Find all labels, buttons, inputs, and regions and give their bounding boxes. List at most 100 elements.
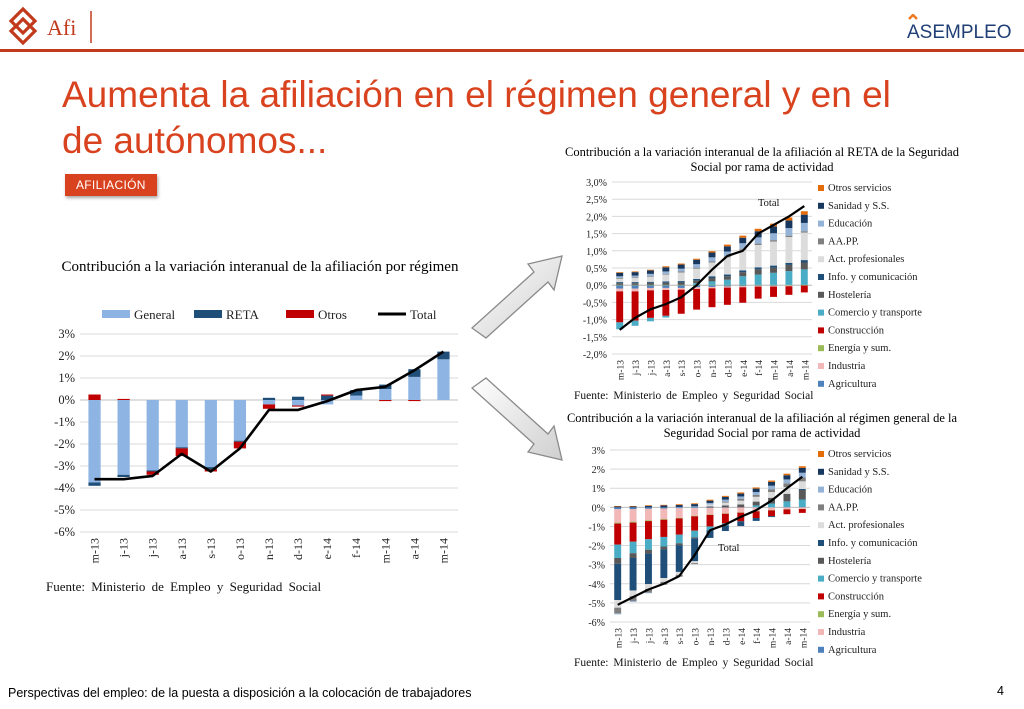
chart3-bar-construcci-n [629, 522, 637, 542]
chart2-ytick-label: -2,0% [583, 350, 607, 361]
chart1-ytick-label: -3% [54, 459, 75, 473]
chart2-bar-agricultura [708, 285, 716, 287]
chart3-bar-industria [783, 507, 791, 510]
chart3-xtick-label: o-13 [692, 628, 702, 646]
chart2-ytick-label: 3,0% [586, 178, 607, 189]
chart3-legend-label: Educación [828, 485, 873, 496]
chart2-bar-comercio-y-transporte [662, 315, 670, 318]
chart1-bar-general [379, 389, 392, 400]
chart2-bar-otros-servicios [647, 269, 654, 271]
chart3-bar-energ-a-y-sum- [721, 513, 729, 514]
chart2-xtick-label: a-14 [786, 360, 796, 377]
chart1-ytick-label: -5% [54, 503, 75, 517]
chart3-legend-label: AA.PP. [828, 502, 859, 513]
chart2-bar-info-y-comunicaci-n [785, 262, 793, 265]
chart3-general: 3% 2% 1% 0% -1% -2% -3% -4% -5% -6% m-13 j-13 j-13 a-… [588, 446, 922, 656]
chart2-xtick-label: d-13 [724, 360, 734, 378]
chart1-ytick-label: -4% [54, 481, 75, 495]
chart3-ytick-label: 1% [592, 484, 605, 495]
chart3-bar-educaci-n [783, 479, 791, 484]
chart2-bar-act-profesionales [754, 244, 762, 268]
chart1-ytick-label: 3% [58, 327, 75, 341]
chart3-bar-comercio-y-transporte [645, 539, 652, 550]
chart3-bar-act-profesionales [675, 571, 683, 575]
chart2-bar-agricultura [723, 285, 731, 287]
chart2-bar-comercio-y-transporte [754, 274, 762, 285]
chart2-bar-info-y-comunicaci-n [616, 282, 624, 284]
chart1-bar-general [262, 400, 276, 405]
chart1-bar-otros [321, 394, 334, 396]
chart3-bar-industria [721, 507, 729, 514]
chart2-bar-comercio-y-transporte [739, 276, 747, 285]
chart3-bar-aa-pp- [691, 563, 699, 565]
chart3-bar-industria [798, 507, 806, 509]
chart3-ytick-label: 0% [592, 503, 605, 514]
chart2-bar-educaci-n [708, 257, 716, 262]
chart2-bar-hosteler-a [800, 262, 808, 270]
chart3-bar-act-profesionales [737, 500, 745, 505]
chart3-bar-sanidad-y-s-s- [768, 481, 775, 486]
chart2-bar-construcci-n [677, 289, 685, 314]
chart3-bar-agricultura [675, 507, 683, 509]
chart3-ytick-label: -3% [588, 561, 605, 572]
chart3-bar-comercio-y-transporte [691, 530, 699, 538]
chart3-bar-act-profesionales [706, 504, 714, 507]
chart2-xtick-label: j-13 [632, 360, 642, 377]
chart3-bar-industria [691, 508, 699, 516]
chart2-ytick-label: 2,0% [586, 212, 607, 223]
chart2-bar-industria [785, 285, 793, 287]
chart3-total-annotation: Total [718, 543, 740, 554]
chart3-bar-energ-a-y-sum- [645, 520, 652, 522]
chart2-legend-label: Sanidad y S.S. [828, 201, 889, 212]
chart2-bar-energ-a-y-sum- [770, 284, 777, 286]
chart3-bar-info-y-comunicaci-n [660, 549, 668, 579]
chart3-bar-agricultura [645, 507, 652, 509]
chart3-bar-comercio-y-transporte [629, 541, 637, 554]
chart3-bar-comercio-y-transporte [675, 534, 683, 544]
chart1-ytick-label: -1% [54, 415, 75, 429]
chart3-bar-aa-pp- [798, 477, 806, 482]
chart2-bar-agricultura [631, 285, 639, 289]
chart2-bar-comercio-y-transporte [647, 317, 654, 322]
chart2-bar-comercio-y-transporte [723, 279, 731, 285]
chart1-xtick-label: a-13 [175, 538, 189, 559]
chart2-bar-energ-a-y-sum- [647, 284, 654, 286]
chart2-bar-info-y-comunicaci-n [647, 281, 654, 283]
chart1-ytick-label: -2% [54, 437, 75, 451]
chart3-bar-comercio-y-transporte [798, 499, 806, 508]
chart2-bar-construcci-n [723, 287, 731, 305]
chart2-bar-sanidad-y-s-s- [616, 272, 624, 277]
chart3-bar-info-y-comunicaci-n [798, 488, 806, 490]
chart1-xtick-label: a-14 [407, 538, 421, 559]
chart2-bar-otros-servicios [739, 235, 747, 238]
chart3-bar-hosteler-a [629, 553, 637, 558]
chart1-bar-reta [233, 440, 247, 442]
chart3-legend-swatch [818, 575, 824, 582]
chart2-total-annotation: Total [758, 198, 780, 209]
chart2-bar-industria [693, 287, 701, 289]
chart1-bar-otros [175, 448, 188, 457]
chart3-legend-label: Agricultura [828, 645, 877, 656]
chart2-bar-educaci-n [770, 233, 777, 241]
chart3-bar-energ-a-y-sum- [675, 517, 683, 519]
chart2-legend-swatch [818, 380, 824, 387]
chart1-bar-otros [262, 404, 276, 409]
chart3-bar-construcci-n [645, 521, 652, 540]
chart2-bar-energ-a-y-sum- [662, 284, 670, 286]
chart3-bar-hosteler-a [675, 543, 683, 546]
chart3-legend-label: Sanidad y S.S. [828, 467, 889, 478]
chart2-bar-info-y-comunicaci-n [739, 270, 747, 273]
chart3-legend-swatch [818, 611, 824, 618]
chart2-bar-hosteler-a [754, 269, 762, 275]
chart2-bar-hosteler-a [770, 267, 777, 273]
chart2-bar-aa-pp- [800, 231, 808, 233]
chart3-bar-otros-servicios [629, 505, 637, 507]
chart3-bar-act-profesionales [721, 502, 729, 506]
chart1-bar-reta [146, 470, 159, 472]
chart3-bar-sanidad-y-s-s- [629, 506, 637, 508]
chart3-legend-label: Act. profesionales [828, 520, 904, 531]
chart2-xtick-label: s-13 [678, 360, 688, 377]
chart2-ytick-label: 1,0% [586, 247, 607, 258]
chart3-bar-comercio-y-transporte [752, 505, 760, 508]
chart1-bar-general [88, 400, 101, 483]
